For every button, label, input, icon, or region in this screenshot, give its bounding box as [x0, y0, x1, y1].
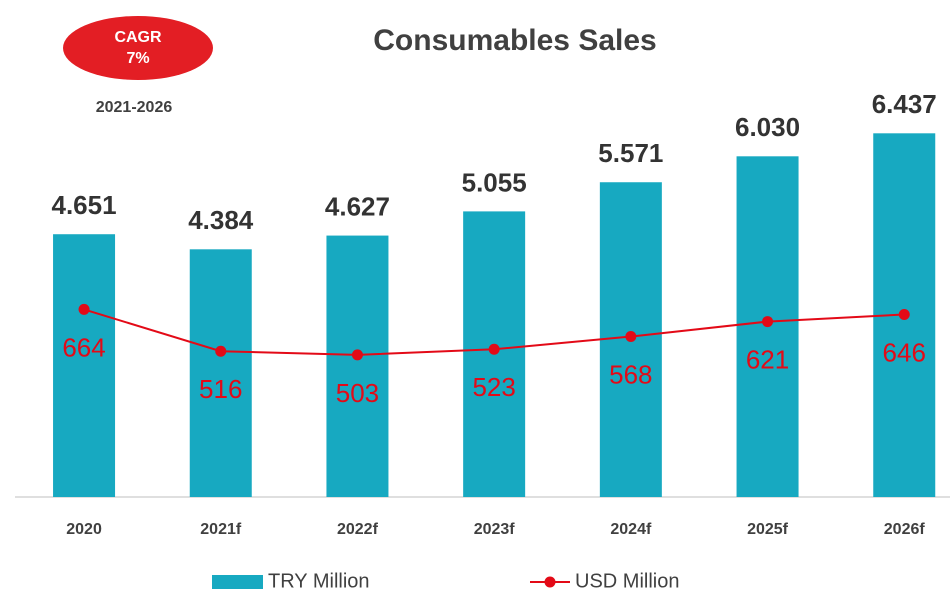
- line-label: 516: [199, 374, 242, 404]
- x-tick-label: 2024f: [610, 521, 652, 538]
- bar: [189, 249, 252, 497]
- badge-title: CAGR: [114, 29, 162, 46]
- line-point: [625, 331, 637, 343]
- x-tick-label: 2026f: [884, 521, 926, 538]
- line-label: 503: [336, 378, 379, 408]
- line-label: 646: [883, 337, 926, 367]
- x-tick-label: 2021f: [200, 521, 242, 538]
- bar: [326, 235, 389, 497]
- badge-value: 7%: [126, 50, 149, 67]
- line-label: 568: [609, 359, 652, 389]
- line-point: [762, 316, 774, 328]
- legend-swatch: [544, 576, 556, 588]
- bar-label: 4.651: [52, 190, 117, 220]
- line-point: [351, 349, 363, 361]
- line-point: [488, 343, 500, 355]
- bar-label: 6.437: [872, 89, 937, 119]
- period: 2021-2026: [96, 99, 173, 116]
- line-point: [898, 309, 910, 321]
- legend-swatch: [212, 575, 263, 589]
- line-label: 523: [472, 372, 515, 402]
- legend-label: USD Million: [575, 570, 679, 592]
- bar-label: 5.055: [462, 167, 527, 197]
- bar: [53, 234, 116, 497]
- x-tick-label: 2025f: [747, 521, 789, 538]
- bar-label: 4.384: [188, 205, 254, 235]
- line-point: [215, 345, 227, 357]
- cagr-badge: [63, 16, 213, 80]
- line-point: [78, 303, 90, 315]
- line-label: 664: [62, 332, 105, 362]
- line-label: 621: [746, 344, 789, 374]
- bar-label: 5.571: [598, 138, 663, 168]
- x-tick-label: 2023f: [474, 521, 516, 538]
- legend-label: TRY Million: [268, 570, 370, 592]
- bar-label: 6.030: [735, 112, 800, 142]
- chart-title: Consumables Sales: [373, 24, 656, 57]
- x-tick-label: 2022f: [337, 521, 379, 538]
- x-tick-label: 2020: [66, 521, 102, 538]
- bar-label: 4.627: [325, 191, 390, 221]
